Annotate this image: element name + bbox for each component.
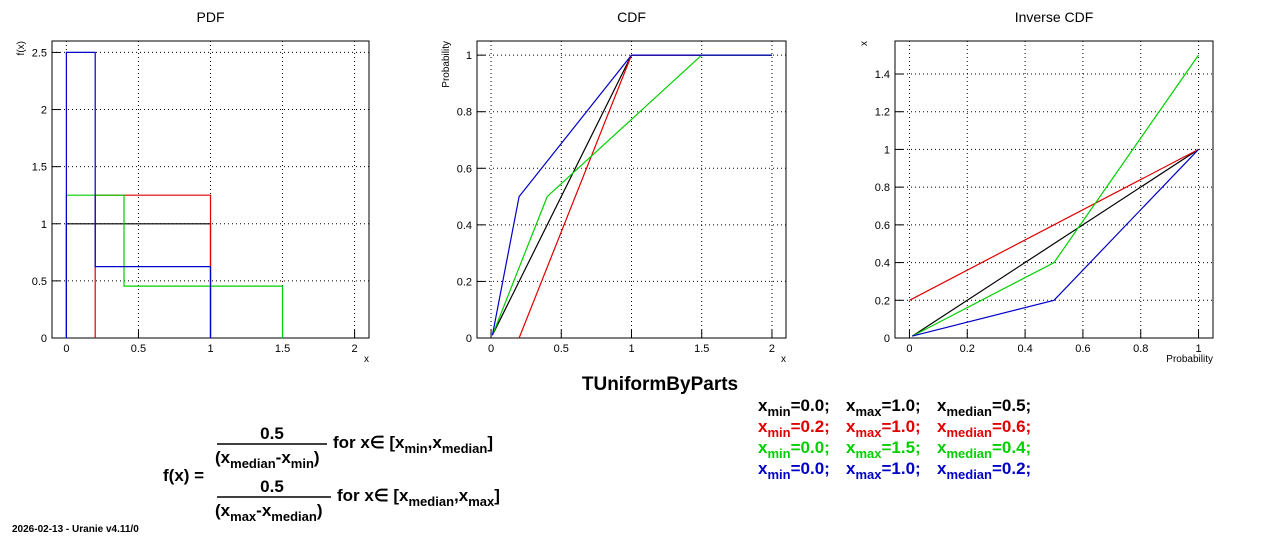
plot-title: CDF bbox=[617, 9, 646, 25]
series-line-red bbox=[909, 148, 1199, 301]
y-tick-label: 1 bbox=[466, 50, 472, 62]
y-tick-label: 2 bbox=[41, 105, 47, 117]
x-tick-label: 0 bbox=[63, 343, 69, 355]
plot-pdf: 0 0.5 1 1.5 2 0 0.5 1 1.5 2 2.5 PDF x f(x) bbox=[16, 9, 370, 365]
formula-num-1: 0.5 bbox=[260, 424, 284, 443]
series-line-blue bbox=[491, 54, 772, 336]
parameter-legend: xmin=0.0; xmax=1.0; xmedian=0.5; xmin=0.… bbox=[758, 396, 1031, 482]
plot-title: Inverse CDF bbox=[1015, 9, 1094, 25]
y-axis-label: x bbox=[859, 41, 870, 46]
plot-frame bbox=[894, 40, 1214, 339]
formula-cond-1: for x∈ [xmin,xmedian] bbox=[333, 433, 493, 456]
param-line-0: xmin=0.0; xmax=1.0; xmedian=0.5; bbox=[758, 396, 1031, 419]
y-tick-label: 0.6 bbox=[457, 163, 472, 175]
y-tick-label: 0.8 bbox=[875, 182, 890, 194]
y-tick-label: 0.5 bbox=[32, 276, 47, 288]
y-tick-label: 0 bbox=[41, 333, 47, 345]
y-tick-label: 1 bbox=[41, 219, 47, 231]
x-axis-label: x bbox=[781, 354, 786, 365]
x-axis-label: Probability bbox=[1166, 354, 1213, 365]
y-tick-label: 0 bbox=[466, 333, 472, 345]
formula-den-2: (xmax-xmedian) bbox=[215, 501, 322, 524]
plot-inverse-cdf: 0 0.2 0.4 0.6 0.8 1 0 0.2 0.4 0.6 0.8 1 1.2 1.4 Invers… bbox=[859, 9, 1214, 365]
y-axis-label: f(x) bbox=[16, 41, 27, 55]
x-tick-label: 0 bbox=[906, 343, 912, 355]
x-tick-label: 2 bbox=[352, 343, 358, 355]
x-tick-label: 0.6 bbox=[1075, 343, 1090, 355]
x-tick-label: 0.5 bbox=[131, 343, 146, 355]
param-line-1: xmin=0.2; xmax=1.0; xmedian=0.6; bbox=[758, 417, 1031, 440]
x-tick-label: 1.5 bbox=[694, 343, 709, 355]
param-line-3: xmin=0.0; xmax=1.0; xmedian=0.2; bbox=[758, 459, 1031, 482]
plot-cdf: 0 0.5 1 1.5 2 0 0.2 0.4 0.6 0.8 1 CDF x Probability bbox=[441, 9, 787, 365]
x-tick-label: 0.4 bbox=[1017, 343, 1032, 355]
x-tick-label: 1 bbox=[1195, 343, 1201, 355]
pdf-formula: f(x) = 0.5 (xmedian-xmin) for x∈ [xmin,x… bbox=[163, 424, 500, 524]
formula-num-2: 0.5 bbox=[260, 477, 284, 496]
series-line-green bbox=[491, 54, 772, 336]
y-axis-label: Probability bbox=[441, 41, 452, 88]
y-tick-label: 0.4 bbox=[875, 258, 890, 270]
y-tick-label: 0.4 bbox=[457, 220, 472, 232]
plot-title: PDF bbox=[197, 9, 225, 25]
series-line-green bbox=[912, 54, 1199, 337]
formula-cond-2: for x∈ [xmedian,xmax] bbox=[337, 486, 500, 509]
x-tick-label: 1 bbox=[207, 343, 213, 355]
main-title: TUniformByParts bbox=[582, 374, 738, 395]
y-tick-label: 1.4 bbox=[875, 69, 890, 81]
series-line-blue bbox=[912, 148, 1199, 337]
series-line-black bbox=[911, 148, 1199, 337]
x-tick-label: 0.8 bbox=[1133, 343, 1148, 355]
series-line-red bbox=[518, 54, 772, 339]
formula-den-1: (xmedian-xmin) bbox=[215, 448, 320, 471]
x-axis-label: x bbox=[364, 354, 369, 365]
y-tick-label: 0.6 bbox=[875, 220, 890, 232]
y-tick-label: 1.2 bbox=[875, 107, 890, 119]
y-tick-label: 0 bbox=[884, 333, 890, 345]
y-tick-label: 1 bbox=[884, 144, 890, 156]
footer-version: 2026-02-13 - Uranie v4.11/0 bbox=[12, 524, 139, 535]
y-tick-label: 0.2 bbox=[457, 276, 472, 288]
series-line-black bbox=[491, 54, 772, 336]
x-tick-label: 2 bbox=[769, 343, 775, 355]
y-tick-label: 0.2 bbox=[875, 295, 890, 307]
param-line-2: xmin=0.0; xmax=1.5; xmedian=0.4; bbox=[758, 438, 1031, 461]
y-tick-label: 2.5 bbox=[32, 47, 47, 59]
series-line-blue bbox=[65, 51, 212, 338]
y-tick-label: 1.5 bbox=[32, 162, 47, 174]
x-tick-label: 0.2 bbox=[960, 343, 975, 355]
formula-lhs: f(x) = bbox=[163, 466, 204, 485]
x-tick-label: 0 bbox=[488, 343, 494, 355]
x-tick-label: 1.5 bbox=[275, 343, 290, 355]
x-tick-label: 1 bbox=[628, 343, 634, 355]
y-tick-label: 0.8 bbox=[457, 107, 472, 119]
x-tick-label: 0.5 bbox=[554, 343, 569, 355]
